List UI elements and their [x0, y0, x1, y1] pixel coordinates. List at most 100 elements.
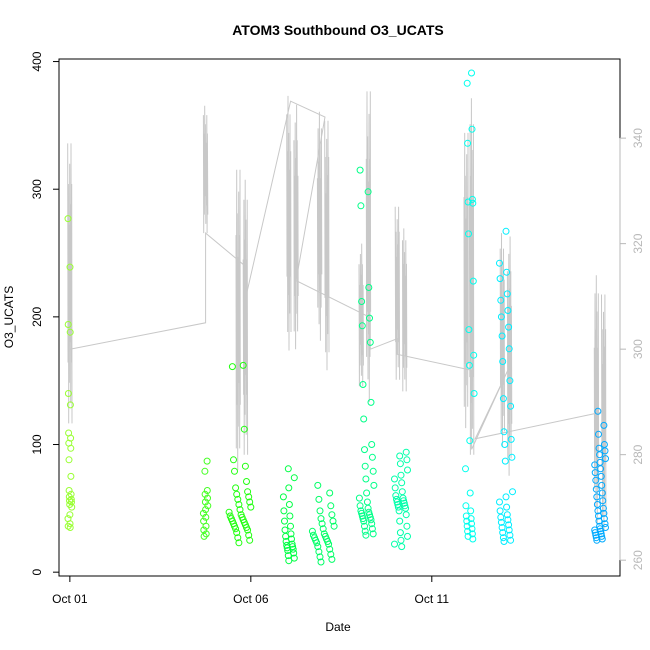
data-point	[392, 492, 400, 500]
data-point	[308, 527, 316, 535]
data-point	[402, 511, 410, 519]
data-point	[402, 448, 410, 456]
data-point	[396, 517, 404, 525]
data-point	[330, 522, 338, 530]
data-point	[500, 428, 508, 436]
data-point	[499, 395, 507, 403]
data-point	[362, 475, 370, 483]
data-point	[502, 493, 510, 501]
data-point	[497, 513, 505, 521]
data-point	[68, 503, 76, 511]
data-point	[470, 390, 478, 397]
data-point	[404, 466, 411, 474]
data-point	[316, 553, 324, 561]
data-point	[593, 493, 601, 501]
data-point	[599, 504, 607, 512]
data-point	[361, 527, 369, 535]
data-point	[506, 377, 514, 385]
data-point	[367, 398, 375, 406]
secondary-band	[463, 132, 469, 429]
data-point	[362, 531, 370, 539]
data-point	[465, 230, 472, 238]
data-point	[368, 453, 376, 461]
data-point	[467, 507, 475, 515]
data-point	[504, 516, 512, 524]
data-point	[403, 522, 411, 530]
secondary-band	[365, 91, 372, 402]
x-tick-label: Oct 06	[233, 592, 269, 606]
data-point	[394, 503, 402, 511]
data-point	[243, 478, 250, 485]
data-point	[233, 529, 241, 537]
data-point	[497, 518, 505, 526]
data-point	[398, 479, 406, 487]
data-point	[505, 345, 513, 353]
data-point	[503, 268, 511, 276]
data-point	[66, 263, 74, 271]
y-right-tick-label: 300	[631, 339, 645, 359]
data-point	[595, 430, 602, 438]
data-point	[369, 467, 377, 475]
data-point	[328, 555, 336, 563]
secondary-band	[293, 104, 299, 350]
data-point	[201, 498, 209, 506]
data-point	[234, 534, 242, 542]
data-point	[391, 475, 398, 483]
data-point	[469, 199, 477, 207]
data-point	[466, 489, 474, 497]
x-axis-label: Date	[325, 620, 351, 634]
data-point	[241, 462, 249, 470]
data-point	[501, 441, 509, 448]
data-point	[469, 277, 477, 285]
data-point	[599, 497, 607, 505]
data-point	[368, 520, 376, 528]
chart-title: ATOM3 Southbound O3_UCATS	[232, 22, 444, 38]
data-point	[66, 328, 74, 336]
data-point	[464, 139, 472, 147]
data-point	[403, 456, 411, 464]
data-point	[355, 494, 363, 502]
data-point	[367, 516, 375, 524]
secondary-series-layer	[67, 91, 607, 534]
data-point	[356, 502, 364, 510]
data-point	[202, 506, 210, 514]
data-point	[357, 202, 365, 210]
data-point	[368, 525, 376, 533]
data-point	[507, 435, 515, 443]
data-point	[204, 502, 212, 510]
data-point	[503, 511, 511, 519]
data-point	[591, 469, 599, 477]
data-point	[593, 536, 601, 544]
secondary-band	[67, 143, 73, 424]
data-point	[281, 526, 289, 534]
data-point	[496, 498, 503, 506]
data-point	[327, 502, 335, 510]
data-point	[598, 489, 606, 497]
secondary-band	[202, 105, 209, 234]
data-point	[240, 425, 248, 433]
data-point	[358, 298, 366, 305]
data-point	[363, 489, 371, 497]
data-point	[400, 499, 408, 507]
data-point	[397, 471, 405, 479]
data-point	[64, 321, 72, 328]
y-left-tick-label: 0	[30, 569, 44, 576]
data-point	[201, 467, 209, 475]
data-point	[284, 547, 292, 554]
data-point	[597, 465, 605, 473]
data-point	[246, 498, 254, 506]
data-point	[464, 198, 472, 206]
data-point	[505, 323, 513, 331]
data-point	[501, 457, 509, 465]
y-axis-right: 260 280 300 320 340	[619, 128, 645, 570]
data-point	[396, 529, 404, 537]
y-right-tick-label: 320	[631, 233, 645, 253]
data-point	[328, 511, 336, 519]
data-point	[503, 503, 511, 511]
secondary-band	[235, 169, 241, 471]
data-point	[317, 515, 325, 523]
secondary-band	[394, 206, 401, 380]
data-point	[465, 326, 473, 334]
data-point	[230, 456, 237, 464]
secondary-band	[316, 111, 323, 341]
